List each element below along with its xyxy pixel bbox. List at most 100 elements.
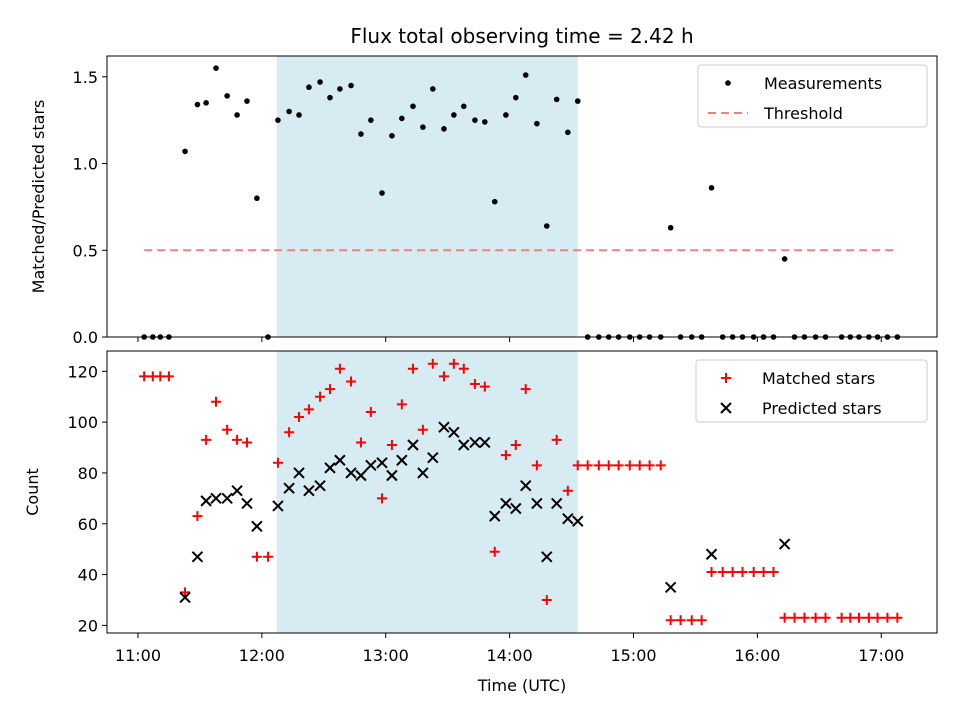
y-tick-label: 80 xyxy=(78,464,98,483)
x-tick-label: 15:00 xyxy=(610,646,656,665)
data-point xyxy=(872,612,883,623)
data-point xyxy=(430,86,436,92)
data-point xyxy=(706,567,717,578)
y-tick-label: 60 xyxy=(78,515,98,534)
data-point xyxy=(296,112,302,118)
axes-frame xyxy=(106,55,938,338)
data-point xyxy=(781,256,788,262)
data-point xyxy=(286,108,292,115)
data-point xyxy=(222,424,233,435)
data-point xyxy=(845,612,856,623)
data-point xyxy=(503,112,509,118)
data-point xyxy=(438,371,449,382)
data-point xyxy=(789,612,800,623)
data-point xyxy=(853,612,864,623)
data-point xyxy=(201,434,212,445)
data-point xyxy=(705,548,718,560)
legend-swatch xyxy=(725,80,731,86)
data-point xyxy=(272,457,283,468)
data-point xyxy=(417,424,428,435)
data-point xyxy=(386,440,397,450)
data-point xyxy=(531,460,542,471)
data-point xyxy=(251,551,262,562)
data-point xyxy=(314,479,326,492)
data-point xyxy=(283,482,295,494)
chart-title: Flux total observing time = 2.42 h xyxy=(350,24,693,48)
data-point xyxy=(231,485,243,497)
shaded-region xyxy=(276,56,578,337)
x-tick-label: 11:00 xyxy=(115,646,161,665)
data-point xyxy=(634,460,645,471)
data-point xyxy=(191,551,204,563)
data-point xyxy=(836,612,847,623)
data-point xyxy=(458,363,469,374)
data-point xyxy=(479,436,491,449)
data-point xyxy=(469,436,481,449)
y-tick-label: 1.0 xyxy=(73,155,98,174)
data-point xyxy=(244,98,250,104)
data-point xyxy=(211,396,222,407)
legend-label: Threshold xyxy=(763,104,843,123)
data-point xyxy=(407,439,419,451)
data-point xyxy=(553,96,560,103)
data-point xyxy=(863,612,874,623)
data-point xyxy=(572,460,583,471)
data-point xyxy=(368,117,374,123)
x-axis-label: Time (UTC) xyxy=(477,676,566,695)
data-point xyxy=(482,119,488,125)
data-point xyxy=(510,502,522,515)
data-point xyxy=(337,86,343,92)
data-point xyxy=(551,434,562,445)
data-point xyxy=(500,450,511,461)
data-point xyxy=(574,98,581,104)
series-predicted-stars xyxy=(179,421,791,604)
data-point xyxy=(520,479,532,492)
data-point xyxy=(696,615,707,626)
top-panel: 0.0 0.5 1.0 1.5 Matched/Predicted stars Measu… xyxy=(29,55,938,347)
data-point xyxy=(315,391,326,402)
data-point xyxy=(491,198,498,205)
data-point xyxy=(365,406,376,417)
data-point xyxy=(180,587,191,598)
data-point xyxy=(345,467,357,479)
data-point xyxy=(251,520,263,533)
x-tick-label: 14:00 xyxy=(487,646,533,665)
axes-frame xyxy=(106,350,938,634)
data-point xyxy=(460,103,467,110)
data-point xyxy=(448,426,460,439)
data-point xyxy=(624,460,635,471)
data-point xyxy=(334,454,346,466)
data-point xyxy=(737,567,748,578)
data-point xyxy=(582,460,593,471)
data-point xyxy=(139,371,150,382)
series-matched-stars xyxy=(139,358,903,626)
data-point xyxy=(572,515,584,527)
data-point xyxy=(810,612,821,623)
data-point xyxy=(203,100,209,106)
data-point xyxy=(531,497,543,510)
data-point xyxy=(593,460,604,471)
data-point xyxy=(182,148,188,155)
data-point xyxy=(520,384,531,395)
data-point xyxy=(541,594,552,605)
data-point xyxy=(355,469,367,482)
data-point xyxy=(522,72,529,78)
data-point xyxy=(254,195,260,202)
data-point xyxy=(438,421,450,433)
data-point xyxy=(210,492,222,505)
x-tick-label: 12:00 xyxy=(239,646,285,665)
data-point xyxy=(377,493,388,504)
data-point xyxy=(213,65,219,71)
legend-entry: Matched stars xyxy=(721,369,875,388)
data-point xyxy=(479,381,490,392)
data-point xyxy=(346,376,357,387)
data-point xyxy=(179,591,191,604)
data-point xyxy=(778,538,791,550)
data-point xyxy=(396,399,407,410)
data-point xyxy=(420,124,426,130)
legend-label: Matched stars xyxy=(762,369,875,388)
data-point xyxy=(224,93,230,99)
data-point xyxy=(303,404,314,415)
data-point xyxy=(489,510,501,522)
data-point xyxy=(389,132,395,139)
